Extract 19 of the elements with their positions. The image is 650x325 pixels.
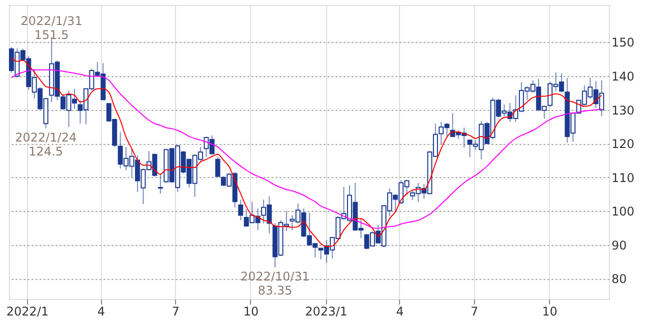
y-tick-label: 100 xyxy=(612,204,634,219)
annotation: 2022/10/31 83.35 xyxy=(240,269,310,298)
x-tick-label: 2023/1 xyxy=(305,304,348,318)
x-tick-label: 7 xyxy=(172,304,180,318)
x-tick-label: 4 xyxy=(97,304,105,318)
x-tick-label: 2022/1 xyxy=(6,304,49,318)
x-tick-label: 4 xyxy=(396,304,404,318)
y-tick-label: 90 xyxy=(612,238,627,252)
annotation: 2022/1/31 151.5 xyxy=(20,14,82,42)
y-tick-label: 110 xyxy=(612,170,634,185)
y-tick-label: 150 xyxy=(612,36,634,50)
annotation: 2022/1/24 124.5 xyxy=(15,130,77,158)
x-tick-label: 7 xyxy=(470,304,478,318)
x-tick-label: 10 xyxy=(542,304,558,318)
y-tick-label: 130 xyxy=(612,103,634,118)
x-tick-label: 10 xyxy=(243,304,259,318)
y-tick-label: 80 xyxy=(612,272,627,286)
y-tick-label: 120 xyxy=(612,137,634,152)
y-tick-label: 140 xyxy=(612,69,634,84)
